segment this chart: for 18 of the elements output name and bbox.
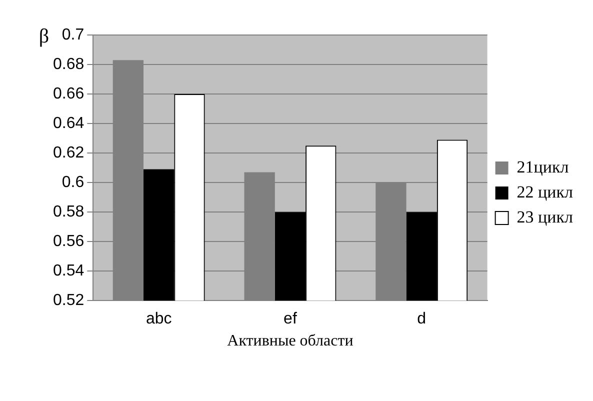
y-tick-label: 0.68 [53, 56, 84, 73]
legend-label: 22 цикл [516, 182, 574, 202]
x-tick-label: abc [146, 310, 172, 328]
y-tick-label: 0.64 [53, 114, 84, 132]
y-tick-label: 0.52 [53, 292, 84, 310]
legend-label: 23 цикл [516, 207, 574, 226]
y-tick-label: 0.66 [53, 85, 84, 102]
y-tick-label: 0.58 [53, 203, 84, 220]
y-tick-label: 0.54 [53, 262, 84, 280]
y-tick-label: 0.6 [62, 174, 84, 191]
y-axis-title: β [38, 25, 50, 48]
x-tick-label: d [417, 310, 426, 328]
y-tick-label: 0.62 [53, 144, 84, 162]
x-tick-label: ef [284, 310, 298, 328]
x-axis-title: Активные области [227, 332, 354, 350]
y-tick-label: 0.56 [53, 232, 84, 250]
legend-label: 21цикл [516, 157, 570, 176]
y-tick-label: 0.7 [62, 26, 84, 44]
